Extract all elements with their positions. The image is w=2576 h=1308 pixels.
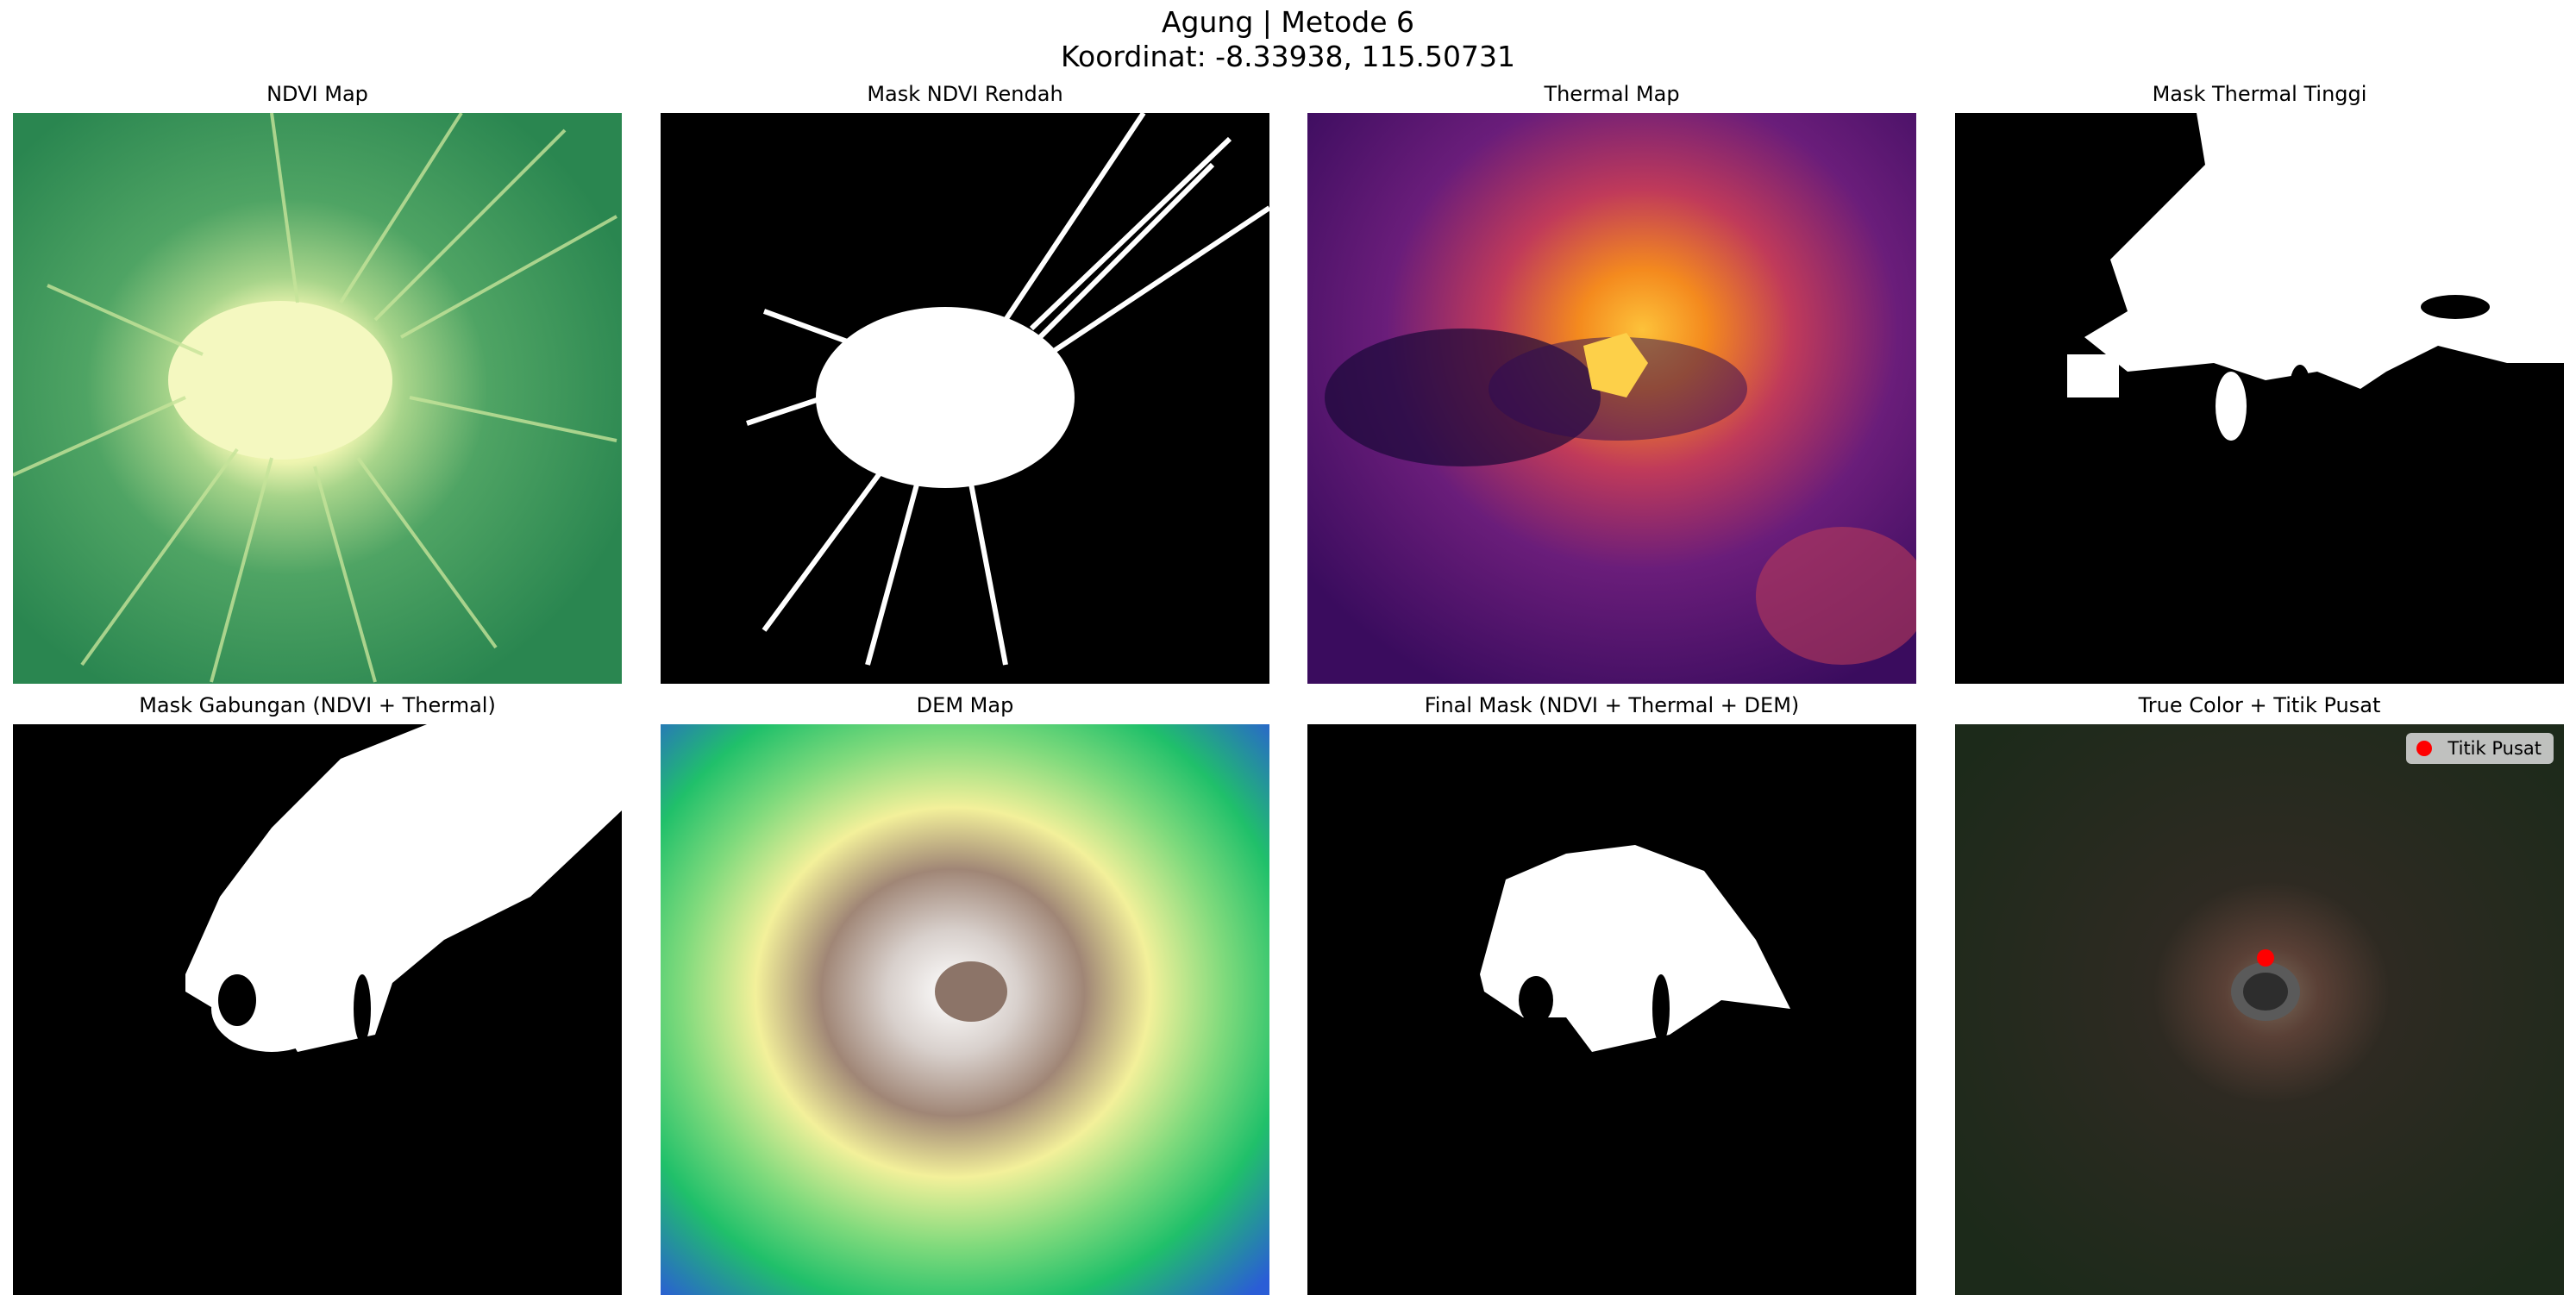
dem-map-image <box>661 724 1269 1295</box>
panel-title-ndvi: NDVI Map <box>266 82 368 106</box>
legend-label: Titik Pusat <box>2448 738 2542 759</box>
final-mask-image <box>1307 724 1916 1295</box>
legend-marker-icon <box>2416 741 2433 756</box>
ndvi-map-image <box>13 113 622 684</box>
thermal-map-image <box>1307 113 1916 684</box>
true-color-image: Titik Pusat <box>1955 724 2564 1295</box>
panel-title-mask-thermal: Mask Thermal Tinggi <box>2152 82 2367 106</box>
panel-title-dem: DEM Map <box>916 693 1014 717</box>
figure-title-line1: Agung | Metode 6 <box>1161 5 1415 39</box>
mask-gabungan-image <box>13 724 622 1295</box>
mask-thermal-tinggi-image <box>1955 113 2564 684</box>
panel-title-mask-gabungan: Mask Gabungan (NDVI + Thermal) <box>139 693 496 717</box>
panel-title-final-mask: Final Mask (NDVI + Thermal + DEM) <box>1424 693 1800 717</box>
titik-pusat-marker <box>2257 949 2274 967</box>
panel-title-true-color: True Color + Titik Pusat <box>2138 693 2381 717</box>
mask-ndvi-rendah-image <box>661 113 1269 684</box>
figure-title-line2: Koordinat: -8.33938, 115.50731 <box>1061 40 1515 73</box>
panel-title-mask-ndvi: Mask NDVI Rendah <box>867 82 1063 106</box>
panel-title-thermal: Thermal Map <box>1544 82 1680 106</box>
legend: Titik Pusat <box>2406 733 2554 764</box>
figure-title: Agung | Metode 6 Koordinat: -8.33938, 11… <box>0 5 2576 74</box>
